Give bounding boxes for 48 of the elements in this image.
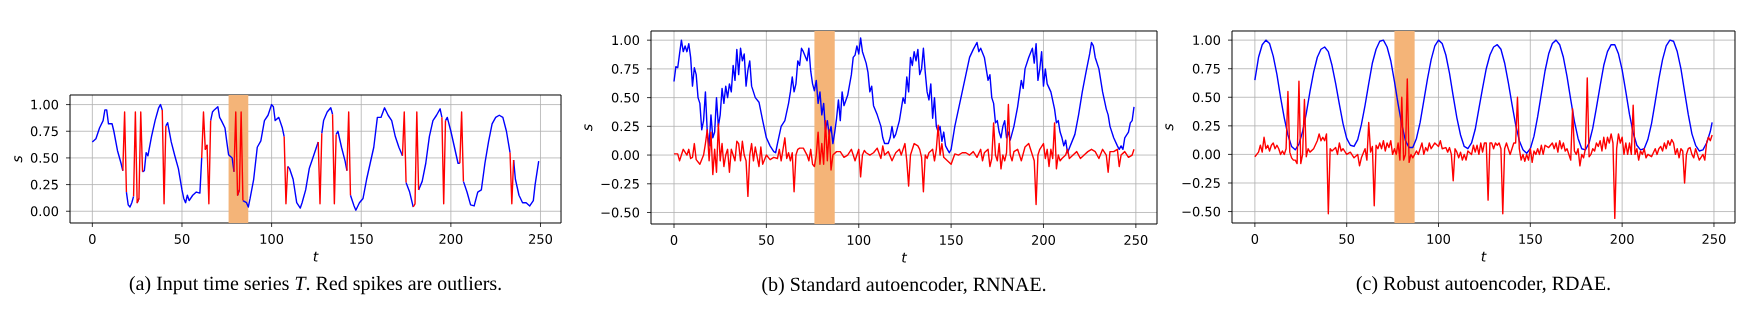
y-tick-label: 0.75 [1192, 63, 1220, 74]
y-axis-title: s [1165, 123, 1174, 131]
x-tick-label: 100 [260, 234, 284, 244]
y-axis-title: s [584, 124, 593, 131]
x-axis-title: t [902, 252, 908, 263]
y-tick-label: 0.25 [611, 121, 639, 132]
y-tick-label: 0.00 [1192, 149, 1221, 160]
x-tick-label: 100 [1427, 234, 1451, 244]
y-tick-label: 0.50 [1192, 92, 1221, 103]
y-tick-label: −0.25 [1182, 178, 1220, 188]
y-tick-label: −0.25 [601, 178, 639, 189]
y-tick-label: 1.00 [31, 99, 59, 110]
text: (c) Robust autoencoder, RDAE. [1356, 276, 1610, 295]
x-tick-label: 0 [1251, 234, 1259, 244]
y-tick-label: −0.50 [601, 207, 640, 218]
line-series [1254, 77, 1713, 220]
x-tick-label: 200 [1032, 235, 1056, 245]
x-tick-label: 250 [1702, 234, 1726, 244]
x-tick-label: 250 [529, 234, 553, 244]
x-tick-label: 50 [759, 235, 774, 245]
x-axis-title: t [1481, 251, 1487, 262]
x-tick-label: 0 [670, 235, 678, 245]
text: (b) Standard autoencoder, RNNAE. [762, 277, 1046, 296]
x-tick-label: 150 [940, 235, 963, 245]
x-axis-title: t [313, 251, 319, 262]
x-tick-label: 200 [1610, 234, 1634, 244]
y-tick-label: 0.50 [611, 92, 640, 103]
x-tick-label: 0 [89, 234, 96, 244]
y-tick-label: 0.00 [611, 150, 640, 160]
x-tick-label: 100 [847, 235, 871, 245]
y-tick-label: 1.00 [612, 35, 640, 46]
y-tick-label: −0.50 [1182, 206, 1221, 217]
x-tick-label: 250 [1124, 235, 1148, 245]
text: (a) Input time series T. Red spikes are outliers. [129, 276, 501, 295]
y-tick-label: 1.00 [1193, 35, 1221, 46]
y-tick-label: 0.25 [1192, 120, 1220, 131]
x-tick-label: 150 [350, 234, 373, 244]
y-tick-label: 0.75 [30, 126, 58, 137]
y-tick-label: 0.00 [30, 206, 59, 217]
y-tick-label: 0.50 [30, 153, 59, 163]
x-tick-label: 200 [439, 234, 463, 244]
x-tick-label: 150 [1519, 234, 1542, 244]
line-series [1254, 39, 1713, 154]
y-tick-label: 0.25 [30, 179, 58, 190]
x-tick-label: 50 [1339, 234, 1355, 244]
x-tick-label: 50 [174, 234, 190, 244]
y-axis-title: s [14, 155, 23, 163]
y-tick-label: 0.75 [611, 64, 639, 74]
